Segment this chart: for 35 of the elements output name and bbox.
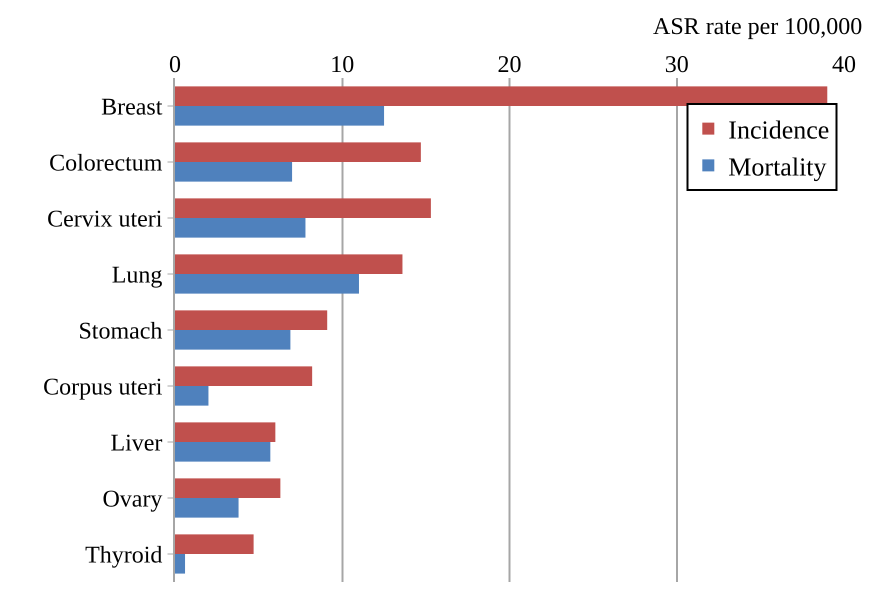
bar (175, 498, 239, 518)
y-tick-label: Cervix uteri (47, 206, 163, 232)
bar (175, 162, 292, 182)
bar (175, 442, 270, 462)
bar (175, 554, 186, 574)
x-axis-title: ASR rate per 100,000 (653, 14, 862, 40)
bar (175, 422, 276, 442)
x-tick-label: 30 (664, 52, 689, 78)
bar (175, 254, 402, 274)
bar (175, 86, 828, 106)
x-tick-label: 40 (832, 52, 856, 78)
bar (175, 198, 431, 218)
y-tick-label: Breast (101, 94, 163, 120)
bar (175, 366, 312, 386)
x-tick-label: 0 (169, 52, 181, 78)
y-tick-label: Corpus uteri (43, 374, 163, 400)
y-tick-label: Ovary (102, 486, 162, 512)
y-tick-label: Colorectum (49, 150, 163, 176)
x-tick-label: 20 (498, 52, 522, 78)
legend-label: Mortality (728, 152, 827, 182)
bar (175, 274, 359, 294)
bar (175, 106, 384, 126)
bar (175, 218, 306, 238)
bar (175, 142, 421, 162)
bar (175, 534, 254, 554)
bar (175, 330, 290, 350)
legend-label: Incidence (728, 116, 830, 145)
bar (175, 310, 328, 330)
y-tick-label: Lung (112, 262, 162, 288)
x-tick-label: 10 (330, 52, 354, 78)
bar (175, 386, 208, 406)
y-tick-label: Liver (110, 430, 162, 456)
y-tick-label: Thyroid (85, 542, 162, 568)
y-tick-label: Stomach (78, 318, 162, 344)
bar (175, 478, 280, 498)
